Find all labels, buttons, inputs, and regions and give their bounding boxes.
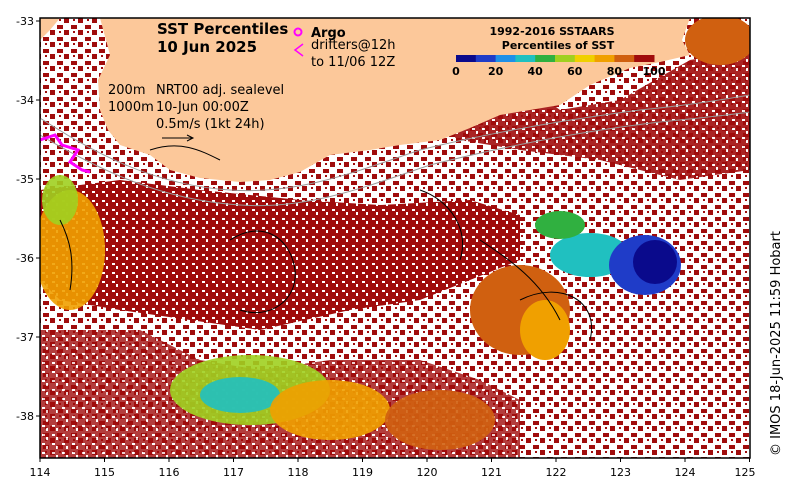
x-axis: 114 115 116 117 118 119 120 121 122 123 … xyxy=(30,458,756,479)
colorbar xyxy=(456,55,655,62)
colorbar-segment xyxy=(535,55,556,62)
colorbar-segment xyxy=(594,55,615,62)
colorbar-segment xyxy=(456,55,477,62)
deep-blue-core xyxy=(633,240,677,284)
colorbar-segment xyxy=(614,55,635,62)
y-tick-label: -38 xyxy=(16,410,34,423)
x-tick-label: 115 xyxy=(94,466,115,479)
x-tick-label: 119 xyxy=(352,466,373,479)
colorbar-tick: 100 xyxy=(643,65,666,78)
y-tick-label: -35 xyxy=(16,173,34,186)
x-tick-label: 117 xyxy=(223,466,244,479)
drifter-track xyxy=(40,133,91,174)
x-tick-label: 120 xyxy=(417,466,438,479)
colorbar-segment xyxy=(634,55,655,62)
x-tick-label: 114 xyxy=(30,466,51,479)
y-axis: -33 -34 -35 -36 -37 -38 xyxy=(16,15,40,423)
scale-label: 0.5m/s (1kt 24h) xyxy=(156,117,265,132)
y-tick-label: -33 xyxy=(16,15,34,28)
x-tick-label: 124 xyxy=(675,466,696,479)
colorbar-title-1: 1992-2016 SSTAARS xyxy=(489,25,614,38)
drifter-label-2: to 11/06 12Z xyxy=(311,55,395,70)
colorbar-tick: 0 xyxy=(452,65,460,78)
current-vectors xyxy=(59,145,592,341)
colorbar-segment xyxy=(515,55,536,62)
x-tick-label: 118 xyxy=(288,466,309,479)
contour-200m xyxy=(40,94,750,192)
depth-label-1000: 1000m xyxy=(108,100,154,115)
warm-anomaly-west xyxy=(40,180,520,330)
y-tick-label: -36 xyxy=(16,252,34,265)
y-tick-label: -37 xyxy=(16,331,34,344)
map-frame xyxy=(39,17,751,459)
land-west xyxy=(40,18,60,40)
colorbar-segment xyxy=(555,55,576,62)
x-tick-label: 122 xyxy=(546,466,567,479)
depth-label-200: 200m xyxy=(108,83,145,98)
colorbar-segment xyxy=(495,55,516,62)
colorbar-title-2: Percentiles of SST xyxy=(502,39,615,52)
colorbar-segment xyxy=(574,55,596,62)
map-plot-area xyxy=(40,18,750,458)
colorbar-segment xyxy=(475,55,497,62)
map-date: 10 Jun 2025 xyxy=(157,38,257,56)
darkorange-patch-south xyxy=(385,390,495,450)
colorbar-tick: 20 xyxy=(488,65,504,78)
map-title: SST Percentiles xyxy=(157,20,288,38)
colorbar-tick: 60 xyxy=(567,65,583,78)
drifter-label-1: drifters@12h xyxy=(311,38,396,53)
x-tick-label: 121 xyxy=(481,466,502,479)
colorbar-tick: 80 xyxy=(607,65,623,78)
x-tick-label: 116 xyxy=(159,466,180,479)
colorbar-tick: 40 xyxy=(528,65,544,78)
drifter-marker-icon xyxy=(293,43,304,57)
orange-eddy-core xyxy=(520,300,570,360)
argo-marker-icon xyxy=(293,27,303,37)
credit-text: © IMOS 18-Jun-2025 11:59 Hobart xyxy=(769,231,784,456)
nrt-label: NRT00 adj. sealevel xyxy=(156,83,284,98)
contour-1000m xyxy=(40,111,750,207)
orange-patch-south xyxy=(270,380,390,440)
x-tick-label: 125 xyxy=(735,466,756,479)
green-patch xyxy=(535,211,585,239)
argo-label: Argo xyxy=(311,26,346,41)
x-tick-label: 123 xyxy=(610,466,631,479)
scale-arrow-head-icon xyxy=(186,134,195,142)
orange-patch-northeast xyxy=(685,18,750,65)
y-tick-label: -34 xyxy=(16,94,34,107)
green-patch-west xyxy=(42,175,78,225)
time-label: 10-Jun 00:00Z xyxy=(156,100,249,115)
cyan-patch-south xyxy=(200,377,280,413)
